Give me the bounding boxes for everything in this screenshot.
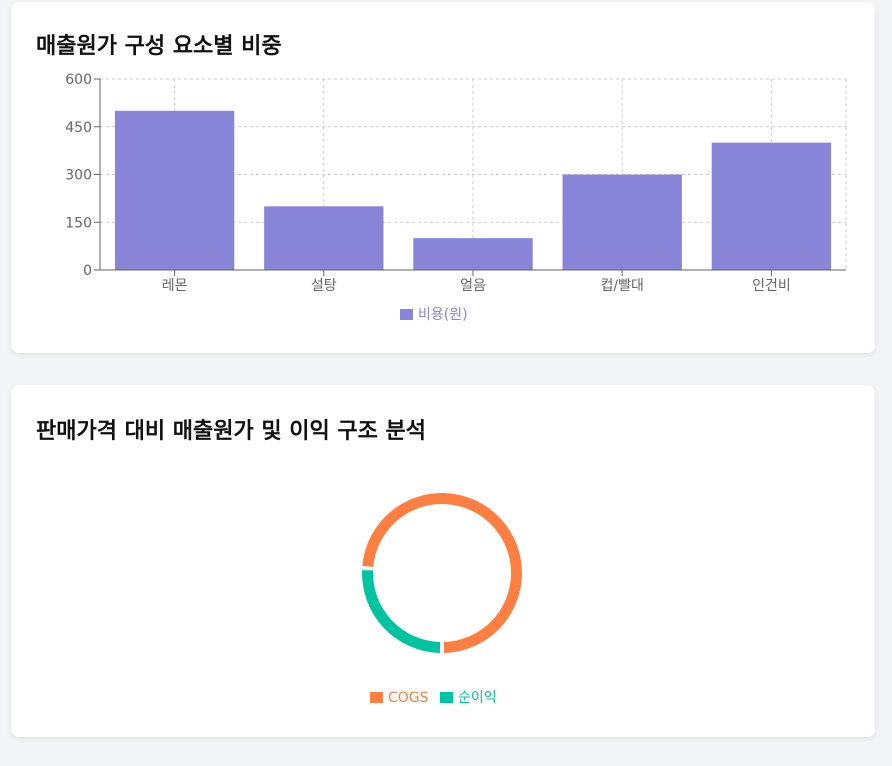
- donut-legend[interactable]: COGS 순이익: [370, 690, 497, 706]
- x-tick-label: 얼음: [460, 278, 486, 294]
- legend-label-cogs: COGS: [388, 690, 429, 706]
- legend-label-net-profit: 순이익: [458, 690, 497, 706]
- x-tick-label: 설탕: [311, 278, 337, 294]
- profit-chart-title: 판매가격 대비 매출원가 및 이익 구조 분석: [36, 419, 427, 444]
- bar-chart-axes: [94, 78, 846, 276]
- cost-breakdown-card: 매출원가 구성 요소별 비중 0 150 300 450 600 레몬 설탕 얼…: [11, 2, 875, 353]
- y-tick-label: 600: [65, 72, 92, 88]
- cost-chart-title: 매출원가 구성 요소별 비중: [36, 34, 282, 59]
- bar-chart-x-ticks: 레몬 설탕 얼음 컵/빨대 인건비: [162, 278, 791, 294]
- y-tick-label: 450: [65, 120, 92, 136]
- x-tick-label: 인건비: [752, 278, 791, 294]
- bar-레몬[interactable]: [114, 110, 235, 270]
- donut-slice-순이익[interactable]: [362, 570, 441, 653]
- bar-얼음[interactable]: [413, 238, 533, 270]
- bar-chart-legend[interactable]: 비용(원): [400, 307, 468, 323]
- profit-donut-chart: COGS 순이익: [362, 493, 522, 706]
- x-tick-label: 레몬: [162, 278, 188, 294]
- y-tick-label: 0: [83, 263, 92, 279]
- y-tick-label: 300: [65, 168, 92, 184]
- y-tick-label: 150: [65, 215, 92, 231]
- legend-label-cost: 비용(원): [418, 307, 468, 323]
- bar-설탕[interactable]: [264, 206, 384, 270]
- cost-bar-chart: 0 150 300 450 600 레몬 설탕 얼음 컵/빨대 인건비 비용(원…: [65, 72, 847, 323]
- legend-swatch-cogs: [370, 692, 383, 703]
- bar-chart-bars: [114, 110, 832, 271]
- bar-인건비[interactable]: [711, 142, 832, 270]
- donut-slices: [362, 493, 522, 653]
- bar-chart-y-ticks: 0 150 300 450 600: [65, 72, 92, 279]
- x-tick-label: 컵/빨대: [601, 278, 644, 294]
- legend-swatch-net-profit: [440, 692, 453, 703]
- bar-컵/빨대[interactable]: [562, 174, 682, 271]
- profit-structure-card: 판매가격 대비 매출원가 및 이익 구조 분석 COGS 순이익: [11, 385, 875, 737]
- legend-swatch-cost: [400, 309, 413, 320]
